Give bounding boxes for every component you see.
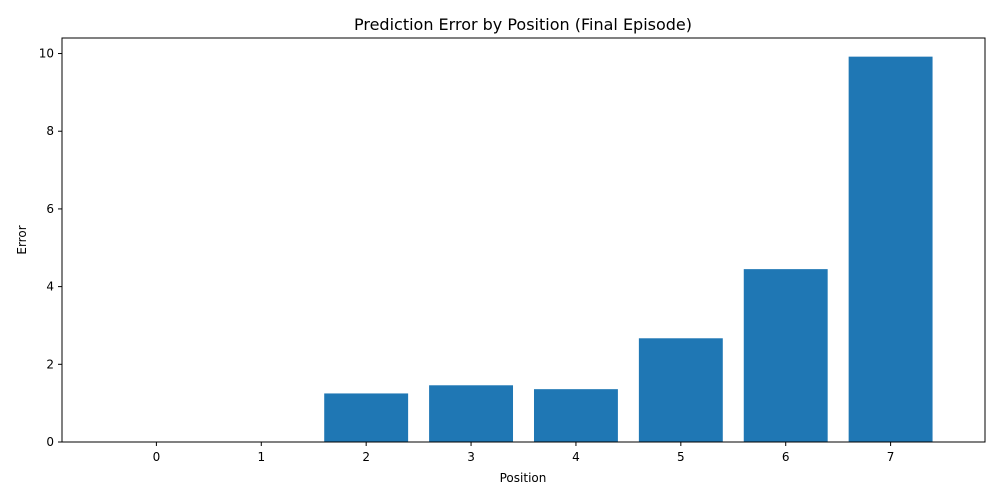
bar-position-3 bbox=[429, 385, 514, 442]
x-axis-label: Position bbox=[500, 471, 547, 485]
x-tick-label: 0 bbox=[153, 450, 161, 464]
x-tick-label: 6 bbox=[782, 450, 790, 464]
y-tick-label: 4 bbox=[46, 280, 54, 294]
bar-position-2 bbox=[324, 393, 409, 442]
y-axis-label: Error bbox=[15, 225, 29, 254]
x-tick-label: 2 bbox=[362, 450, 370, 464]
y-tick-label: 0 bbox=[46, 435, 54, 449]
chart-title: Prediction Error by Position (Final Epis… bbox=[354, 15, 692, 34]
x-axis-ticks: 0 1 2 3 4 5 6 7 bbox=[153, 442, 895, 464]
bars bbox=[324, 56, 933, 443]
x-tick-label: 5 bbox=[677, 450, 685, 464]
x-tick-label: 3 bbox=[467, 450, 475, 464]
bar-position-6 bbox=[743, 269, 828, 442]
x-tick-label: 4 bbox=[572, 450, 580, 464]
plot-frame bbox=[61, 37, 986, 443]
x-tick-label: 1 bbox=[257, 450, 265, 464]
x-tick-label: 7 bbox=[887, 450, 895, 464]
y-tick-label: 10 bbox=[39, 47, 54, 61]
y-axis-ticks: 0 2 4 6 8 10 bbox=[39, 47, 62, 449]
bar-position-5 bbox=[638, 338, 723, 442]
y-tick-label: 2 bbox=[46, 357, 54, 371]
y-tick-label: 8 bbox=[46, 124, 54, 138]
bar-position-7 bbox=[848, 56, 933, 443]
y-tick-label: 6 bbox=[46, 202, 54, 216]
bar-position-4 bbox=[533, 389, 618, 442]
